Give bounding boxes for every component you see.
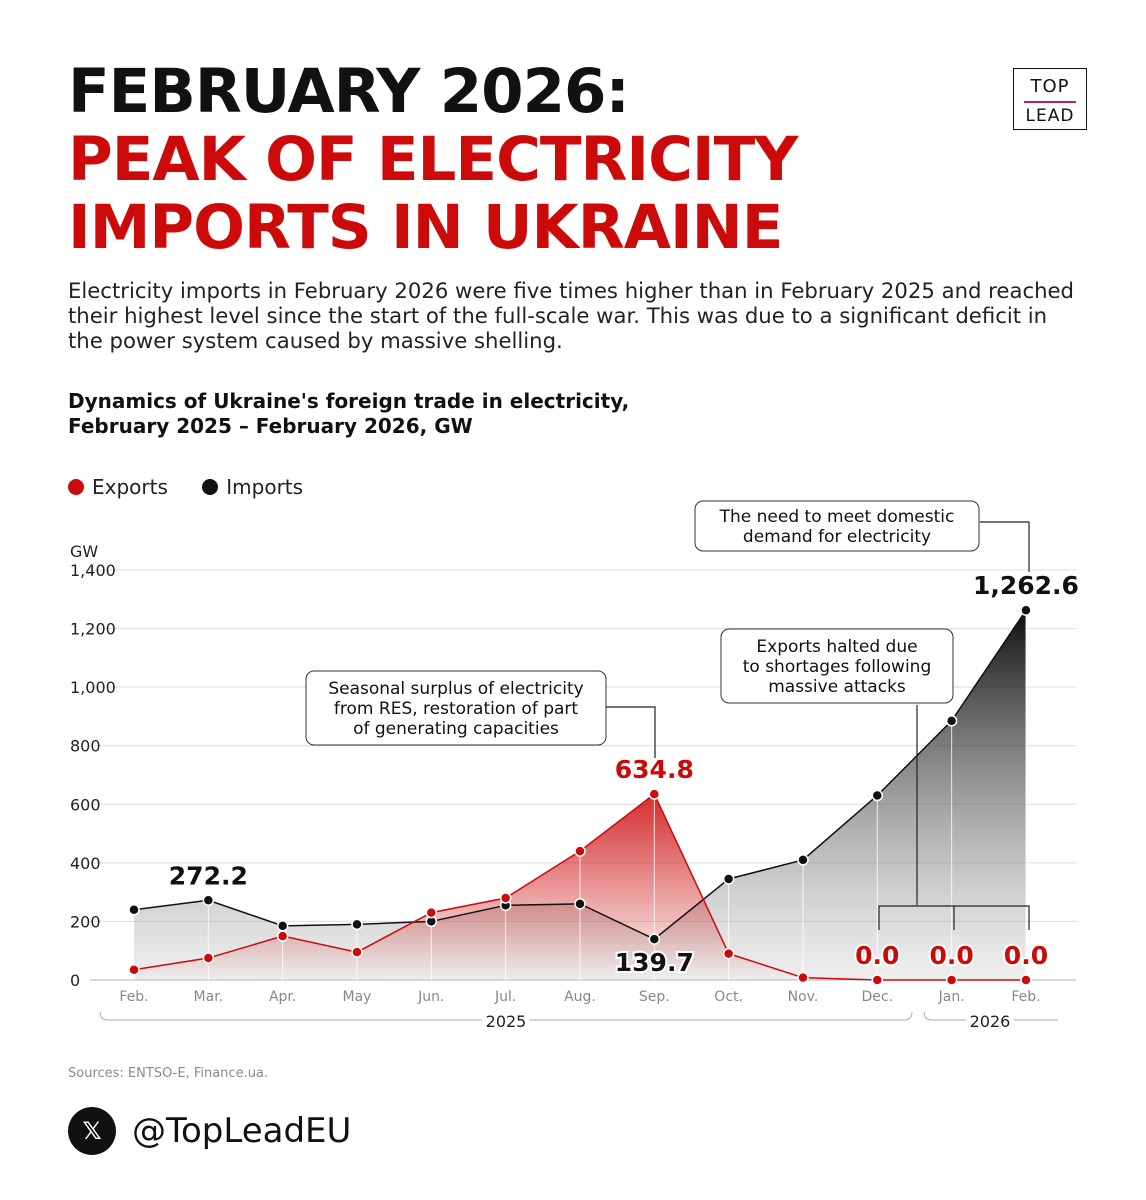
title-line-2: PEAK OF ELECTRICITY xyxy=(68,124,798,195)
annotation-3-line-2: demand for electricity xyxy=(743,527,931,547)
imports-point-7 xyxy=(648,933,661,945)
exports-point-12 xyxy=(1020,974,1032,986)
exports-point-4 xyxy=(425,906,438,919)
legend-item-exports: Exports xyxy=(68,475,168,499)
y-tick-label-800: 800 xyxy=(70,737,101,756)
annotation-box-3 xyxy=(694,500,980,552)
data-label-2: 139.7 xyxy=(615,948,694,977)
page-title: FEBRUARY 2026: PEAK OF ELECTRICITY IMPOR… xyxy=(68,56,798,263)
imports-point-8 xyxy=(722,873,735,885)
data-label-1: 634.8 xyxy=(615,755,694,784)
y-tick-label-400: 400 xyxy=(70,854,101,873)
legend-label-exports: Exports xyxy=(92,475,168,499)
year-label-2025: 2025 xyxy=(486,1012,527,1031)
sources-note: Sources: ENTSO-E, Finance.ua. xyxy=(68,1066,269,1081)
annotation-1-line-2: from RES, restoration of part xyxy=(334,699,578,719)
year-bracket-2025 xyxy=(99,1011,913,1021)
annotation-1-leader xyxy=(606,706,656,758)
logo-bottom-text: LEAD xyxy=(1025,105,1075,126)
x-tick-label-8: Oct. xyxy=(714,989,743,1005)
x-tick-label-5: Jul. xyxy=(494,989,516,1005)
top-lead-logo: TOP LEAD xyxy=(1013,68,1087,130)
data-label-4: 0.0 xyxy=(855,941,899,970)
exports-point-11 xyxy=(945,974,958,986)
annotation-3-line-1: The need to meet domestic xyxy=(719,507,955,527)
exports-point-8 xyxy=(722,947,735,960)
year-label-2026: 2026 xyxy=(970,1012,1011,1031)
x-tick-label-0: Feb. xyxy=(119,989,148,1005)
imports-point-6 xyxy=(574,898,586,910)
exports-point-5 xyxy=(499,892,512,904)
imports-point-1 xyxy=(202,894,215,907)
data-label-0: 272.2 xyxy=(169,861,248,890)
exports-point-2 xyxy=(276,930,289,942)
chart-legend: Exports Imports xyxy=(68,475,331,500)
x-tick-label-10: Dec. xyxy=(862,989,894,1005)
lead-paragraph: Electricity imports in February 2026 wer… xyxy=(68,278,1075,353)
annotation-2-line-3: massive attacks xyxy=(768,677,906,697)
y-axis-unit-label: GW xyxy=(70,542,98,561)
exports-point-10 xyxy=(871,974,884,986)
exports-point-7 xyxy=(648,788,661,800)
annotation-2-line-2: to shortages following xyxy=(743,657,932,677)
x-tick-label-4: Jun. xyxy=(417,989,444,1005)
subtitle-line-1: Dynamics of Ukraine's foreign trade in e… xyxy=(68,389,630,413)
imports-point-2 xyxy=(276,920,289,932)
imports-point-11 xyxy=(945,715,958,727)
annotation-1-line-1: Seasonal surplus of electricity xyxy=(328,679,583,699)
annotation-box-2 xyxy=(720,628,954,704)
y-tick-label-600: 600 xyxy=(70,795,101,814)
title-line-1: FEBRUARY 2026: xyxy=(68,56,630,127)
data-label-5: 0.0 xyxy=(929,941,973,970)
y-tick-label-1400: 1,400 xyxy=(70,561,116,580)
year-bracket-2026 xyxy=(923,1011,1058,1021)
exports-point-3 xyxy=(351,946,363,958)
imports-point-0 xyxy=(128,903,140,916)
logo-divider xyxy=(1024,101,1076,103)
social-handle[interactable]: 𝕏 @TopLeadEU xyxy=(68,1107,351,1155)
x-tick-label-1: Mar. xyxy=(194,989,224,1005)
chart-subtitle: Dynamics of Ukraine's foreign trade in e… xyxy=(68,389,629,439)
x-logo-icon: 𝕏 xyxy=(68,1107,116,1155)
data-label-6: 0.0 xyxy=(1004,941,1048,970)
annotation-2-leader xyxy=(878,705,1030,930)
y-tick-label-0: 0 xyxy=(70,971,80,990)
exports-point-0 xyxy=(128,964,140,976)
x-tick-label-2: Apr. xyxy=(269,989,296,1005)
title-line-3: IMPORTS IN UKRAINE xyxy=(68,192,783,263)
x-tick-label-11: Jan. xyxy=(938,989,965,1005)
annotation-2-line-1: Exports halted due xyxy=(756,637,917,657)
logo-top-text: TOP xyxy=(1030,76,1070,97)
x-tick-label-12: Feb. xyxy=(1011,989,1040,1005)
social-handle-text: @TopLeadEU xyxy=(132,1111,352,1151)
imports-point-10 xyxy=(871,789,884,802)
y-tick-label-1000: 1,000 xyxy=(70,678,116,697)
annotation-3-leader xyxy=(980,521,1030,572)
y-tick-label-200: 200 xyxy=(70,912,101,931)
x-tick-label-6: Aug. xyxy=(564,989,596,1005)
legend-item-imports: Imports xyxy=(202,475,303,499)
subtitle-line-2: February 2025 – February 2026, GW xyxy=(68,414,473,438)
exports-point-6 xyxy=(574,845,586,857)
imports-point-3 xyxy=(351,918,363,931)
legend-dot-exports xyxy=(68,479,84,495)
imports-point-9 xyxy=(797,854,809,866)
x-tick-label-9: Nov. xyxy=(788,989,819,1005)
imports-point-12 xyxy=(1020,604,1032,616)
legend-dot-imports xyxy=(202,479,219,495)
annotation-box-1 xyxy=(305,670,607,746)
legend-label-imports: Imports xyxy=(226,475,304,499)
x-tick-label-3: May xyxy=(343,989,372,1005)
exports-point-9 xyxy=(797,971,809,984)
x-tick-label-7: Sep. xyxy=(639,989,670,1005)
exports-point-1 xyxy=(202,952,215,964)
y-tick-label-1200: 1,200 xyxy=(70,620,116,639)
annotation-1-line-3: of generating capacities xyxy=(353,719,559,739)
data-label-3: 1,262.6 xyxy=(973,571,1079,600)
